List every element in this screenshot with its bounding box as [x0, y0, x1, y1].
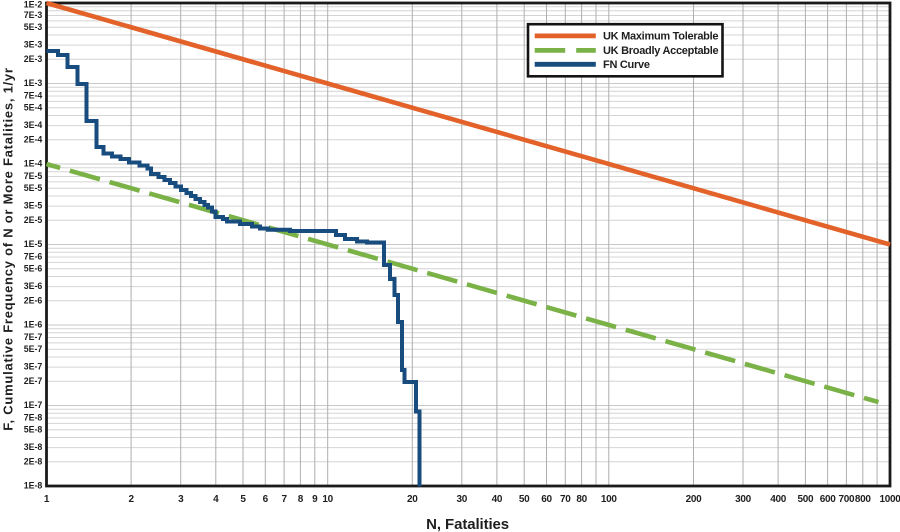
- svg-text:1E-4: 1E-4: [24, 159, 43, 169]
- svg-text:80: 80: [576, 494, 587, 505]
- svg-text:800: 800: [855, 494, 872, 505]
- svg-text:3E-7: 3E-7: [24, 362, 43, 372]
- svg-text:FN Curve: FN Curve: [603, 59, 650, 71]
- svg-text:20: 20: [407, 494, 418, 505]
- svg-text:2E-5: 2E-5: [24, 215, 43, 225]
- svg-text:6: 6: [263, 494, 269, 505]
- svg-text:600: 600: [820, 494, 837, 505]
- svg-text:4: 4: [213, 494, 219, 505]
- svg-text:100: 100: [601, 494, 618, 505]
- svg-text:60: 60: [541, 494, 552, 505]
- svg-text:5E-8: 5E-8: [24, 424, 43, 434]
- svg-text:70: 70: [560, 494, 571, 505]
- svg-text:10: 10: [322, 494, 333, 505]
- svg-text:1E-5: 1E-5: [24, 239, 43, 249]
- svg-text:7E-8: 7E-8: [24, 413, 43, 423]
- svg-text:3: 3: [178, 494, 184, 505]
- svg-text:7E-7: 7E-7: [24, 332, 43, 342]
- svg-text:3E-4: 3E-4: [24, 120, 43, 130]
- svg-text:2E-7: 2E-7: [24, 376, 43, 386]
- svg-text:UK Broadly Acceptable: UK Broadly Acceptable: [603, 45, 719, 57]
- svg-text:1000: 1000: [879, 494, 900, 505]
- svg-text:2E-3: 2E-3: [24, 54, 43, 64]
- svg-text:300: 300: [735, 494, 752, 505]
- svg-text:5E-3: 5E-3: [24, 22, 43, 32]
- svg-text:500: 500: [798, 494, 815, 505]
- svg-text:5E-4: 5E-4: [24, 102, 43, 112]
- svg-text:3E-6: 3E-6: [24, 281, 43, 291]
- svg-text:2E-8: 2E-8: [24, 456, 43, 466]
- svg-text:7: 7: [281, 494, 287, 505]
- svg-text:N, Fatalities: N, Fatalities: [426, 516, 509, 532]
- svg-text:3E-8: 3E-8: [24, 442, 43, 452]
- svg-text:2E-4: 2E-4: [24, 134, 43, 144]
- svg-text:7E-3: 7E-3: [24, 10, 43, 20]
- svg-text:1: 1: [44, 494, 50, 505]
- svg-text:2: 2: [128, 494, 134, 505]
- svg-text:700: 700: [839, 494, 856, 505]
- svg-text:7E-6: 7E-6: [24, 252, 43, 262]
- svg-text:5: 5: [240, 494, 246, 505]
- svg-text:1E-3: 1E-3: [24, 78, 43, 88]
- svg-text:5E-5: 5E-5: [24, 183, 43, 193]
- svg-text:1E-7: 1E-7: [24, 400, 43, 410]
- svg-text:UK Maximum Tolerable: UK Maximum Tolerable: [603, 30, 718, 42]
- svg-text:7E-5: 7E-5: [24, 171, 43, 181]
- svg-text:3E-3: 3E-3: [24, 40, 43, 50]
- svg-text:1E-8: 1E-8: [24, 481, 43, 491]
- svg-text:1E-2: 1E-2: [24, 0, 43, 9]
- svg-text:8: 8: [298, 494, 304, 505]
- svg-text:200: 200: [686, 494, 703, 505]
- svg-text:1E-6: 1E-6: [24, 320, 43, 330]
- svg-text:400: 400: [770, 494, 787, 505]
- svg-text:2E-6: 2E-6: [24, 295, 43, 305]
- svg-text:3E-5: 3E-5: [24, 201, 43, 211]
- svg-text:5E-7: 5E-7: [24, 344, 43, 354]
- svg-text:7E-4: 7E-4: [24, 91, 43, 101]
- svg-text:50: 50: [519, 494, 530, 505]
- svg-text:9: 9: [312, 494, 318, 505]
- svg-text:40: 40: [492, 494, 503, 505]
- svg-text:30: 30: [457, 494, 468, 505]
- svg-text:5E-6: 5E-6: [24, 263, 43, 273]
- svg-text:F, Cumulative Frequency of N o: F, Cumulative Frequency of N or More Fat…: [1, 67, 16, 430]
